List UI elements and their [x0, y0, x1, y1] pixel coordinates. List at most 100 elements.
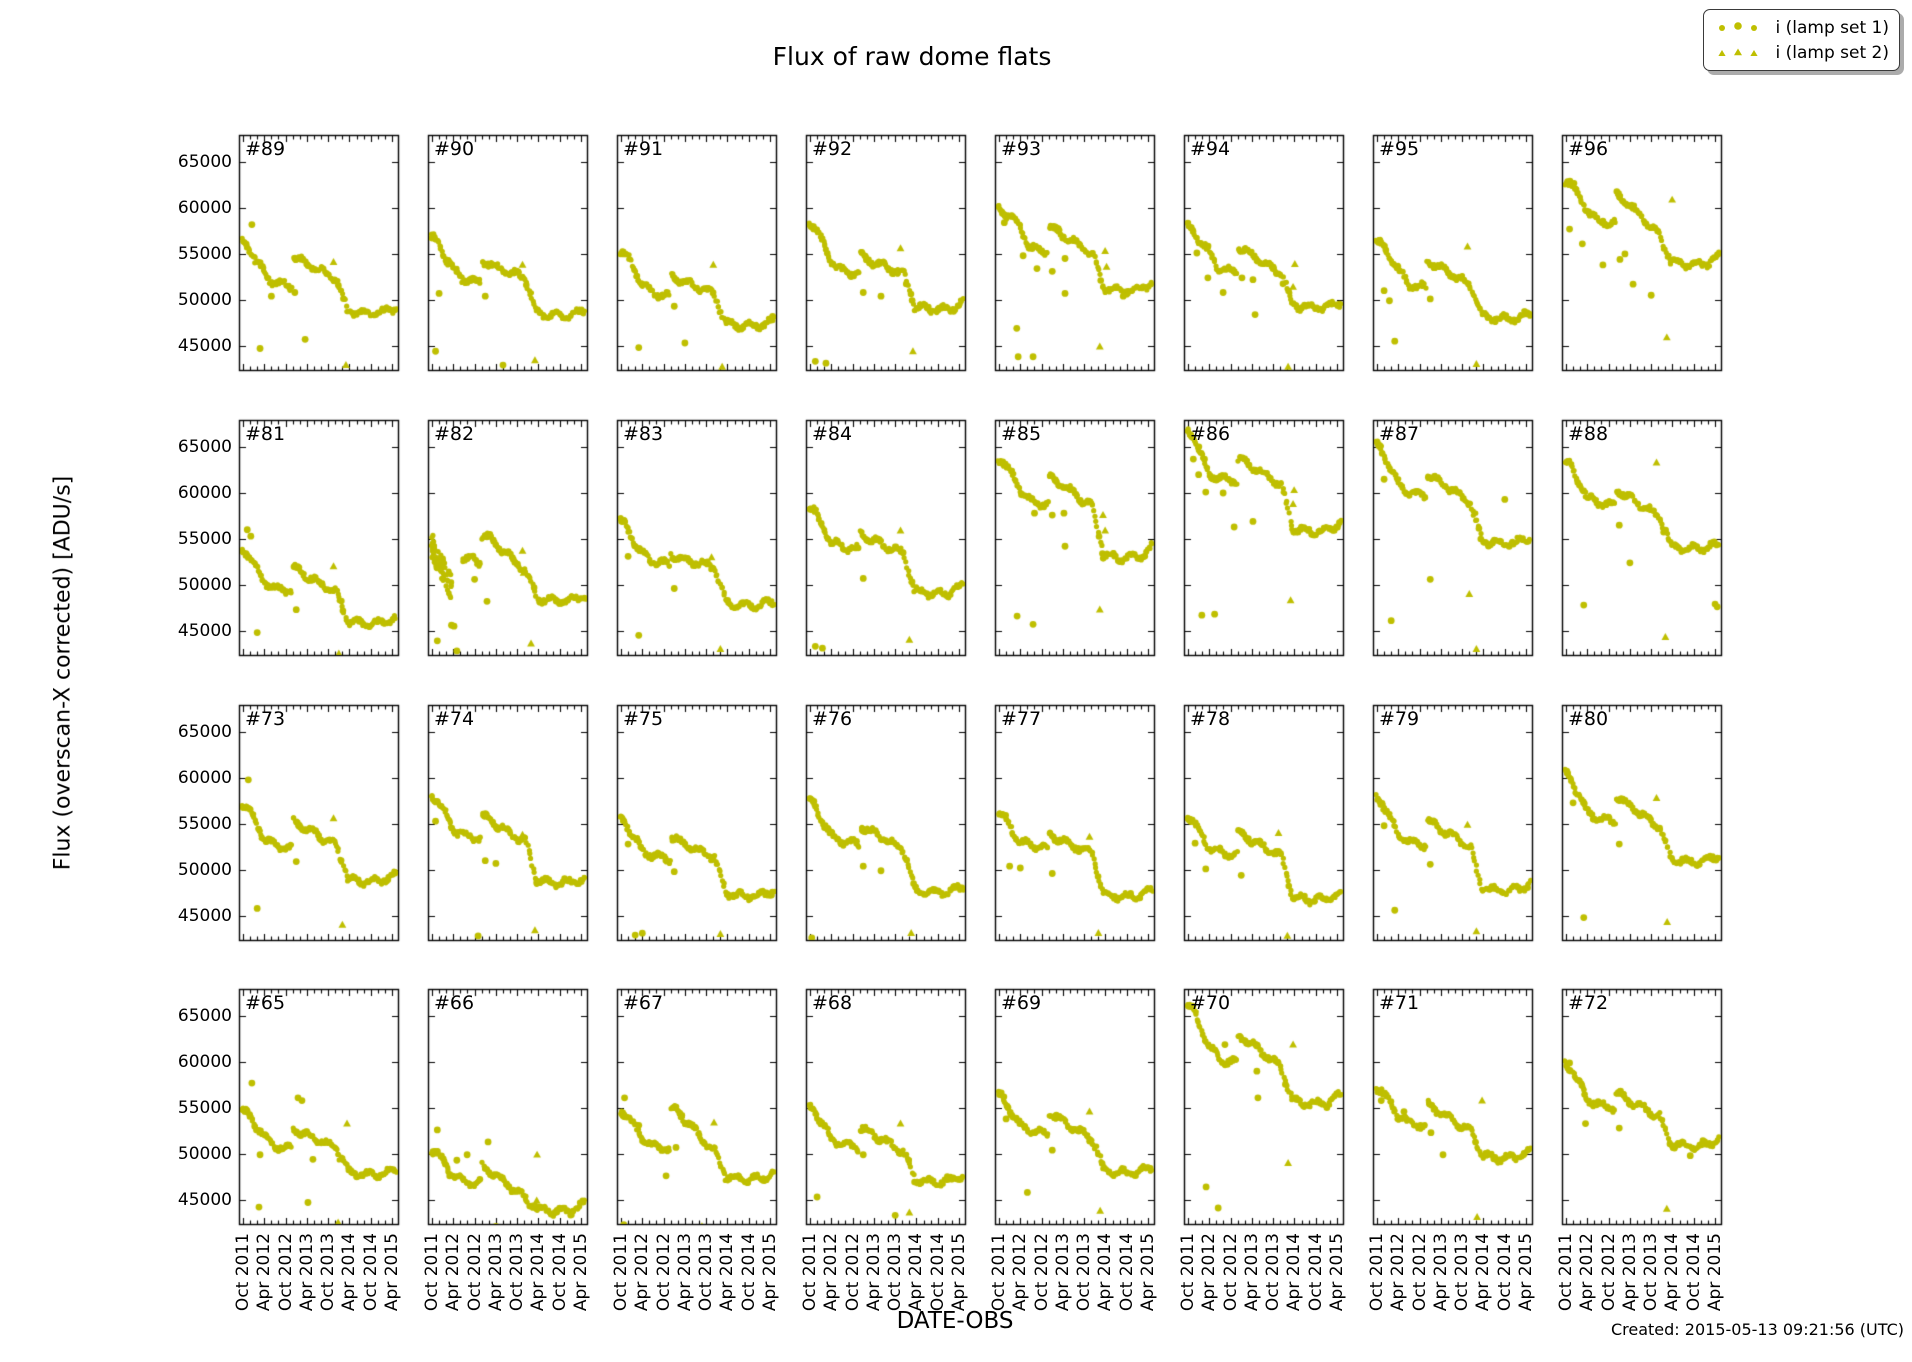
y-tick-label: 50000	[177, 1143, 232, 1164]
x-tick-label: Oct 2011	[422, 1233, 442, 1312]
panel-label-89: #89	[245, 138, 286, 160]
panel-label-86: #86	[1190, 423, 1231, 445]
x-tick-label: Oct 2013	[1074, 1233, 1095, 1312]
x-tick-label: Apr 2013	[485, 1233, 506, 1312]
panel-label-81: #81	[245, 423, 286, 445]
y-tick-label: 55000	[177, 1097, 232, 1118]
y-tick-label: 60000	[177, 768, 232, 788]
panel-label-71: #71	[1379, 992, 1420, 1014]
x-tick-label: Apr 2014	[1284, 1233, 1305, 1312]
panel-label-69: #69	[1001, 992, 1042, 1014]
panel-label-90: #90	[434, 138, 475, 160]
x-tick-label: Apr 2014	[717, 1233, 738, 1312]
legend-entry-lamp-set-2: i (lamp set 2)	[1712, 40, 1890, 65]
x-tick-label: Oct 2013	[1452, 1233, 1473, 1312]
panel-label-84: #84	[812, 423, 853, 445]
created-timestamp: Created: 2015-05-13 09:21:56 (UTC)	[1610, 1320, 1904, 1339]
panel-label-79: #79	[1379, 708, 1420, 730]
y-tick-label: 50000	[177, 574, 232, 595]
x-tick-label: Apr 2014	[339, 1233, 360, 1312]
x-tick-label: Oct 2012	[1409, 1233, 1430, 1312]
panel-label-76: #76	[812, 708, 853, 730]
x-tick-label: Oct 2012	[1598, 1233, 1619, 1312]
x-tick-label: Apr 2013	[1241, 1233, 1262, 1312]
y-tick-label: 55000	[177, 528, 232, 549]
panel-label-67: #67	[623, 992, 664, 1014]
panel-label-80: #80	[1568, 708, 1609, 730]
x-tick-label: Apr 2015	[949, 1233, 970, 1312]
y-tick-label: 65000	[177, 437, 232, 458]
x-tick-label: Oct 2014	[360, 1233, 381, 1312]
x-tick-label: Oct 2014	[1305, 1233, 1326, 1312]
y-tick-label: 60000	[177, 483, 232, 503]
x-tick-label: Apr 2013	[1619, 1233, 1640, 1312]
x-tick-label: Apr 2014	[1473, 1233, 1494, 1312]
x-tick-label: Apr 2014	[528, 1233, 549, 1312]
x-tick-label: Apr 2013	[863, 1233, 884, 1312]
panel-label-95: #95	[1379, 138, 1420, 160]
y-tick-label: 50000	[177, 859, 232, 880]
panel-label-78: #78	[1190, 708, 1231, 730]
x-tick-label: Apr 2014	[906, 1233, 927, 1312]
x-tick-label: Oct 2014	[738, 1233, 759, 1312]
x-tick-label: Oct 2012	[842, 1233, 863, 1312]
x-tick-label: Apr 2012	[1010, 1233, 1031, 1312]
x-axis-label: DATE-OBS	[896, 1308, 1014, 1334]
y-tick-label: 65000	[177, 1006, 232, 1027]
legend-label: i (lamp set 2)	[1775, 42, 1890, 63]
panel-label-72: #72	[1568, 992, 1609, 1014]
x-tick-label: Oct 2011	[1556, 1233, 1576, 1312]
y-tick-label: 65000	[177, 722, 232, 743]
x-tick-label: Oct 2013	[885, 1233, 906, 1312]
x-tick-label: Apr 2013	[296, 1233, 317, 1312]
x-tick-label: Oct 2011	[611, 1233, 631, 1312]
x-tick-label: Apr 2014	[1662, 1233, 1683, 1312]
y-tick-label: 45000	[177, 335, 232, 356]
x-tick-label: Apr 2015	[1138, 1233, 1159, 1312]
x-tick-label: Apr 2012	[821, 1233, 842, 1312]
panel-label-92: #92	[812, 138, 853, 160]
y-tick-label: 50000	[177, 289, 232, 310]
x-tick-label: Apr 2014	[1095, 1233, 1116, 1312]
panel-label-68: #68	[812, 992, 853, 1014]
figure-title: Flux of raw dome flats	[772, 42, 1052, 71]
y-tick-label: 45000	[177, 1189, 232, 1210]
x-tick-label: Oct 2013	[318, 1233, 339, 1312]
x-tick-label: Oct 2013	[1263, 1233, 1284, 1312]
x-tick-label: Apr 2012	[1577, 1233, 1598, 1312]
x-tick-label: Apr 2013	[1430, 1233, 1451, 1312]
x-tick-label: Apr 2015	[1327, 1233, 1348, 1312]
x-tick-label: Oct 2013	[507, 1233, 528, 1312]
panel-label-74: #74	[434, 708, 475, 730]
panel-label-93: #93	[1001, 138, 1042, 160]
x-tick-label: Oct 2012	[464, 1233, 485, 1312]
x-tick-label: Oct 2014	[927, 1233, 948, 1312]
triangle-markers-icon	[1717, 48, 1758, 56]
x-tick-label: Oct 2014	[549, 1233, 570, 1312]
y-axis-label: Flux (overscan-X corrected) [ADU/s]	[50, 475, 76, 871]
panel-label-94: #94	[1190, 138, 1231, 160]
x-tick-label: Apr 2012	[443, 1233, 464, 1312]
y-tick-label: 55000	[177, 243, 232, 264]
y-tick-label: 60000	[177, 1052, 232, 1072]
x-tick-label: Apr 2013	[674, 1233, 695, 1312]
panel-label-83: #83	[623, 423, 664, 445]
x-tick-label: Apr 2013	[1052, 1233, 1073, 1312]
x-tick-label: Apr 2012	[1199, 1233, 1220, 1312]
legend-label: i (lamp set 1)	[1775, 17, 1890, 38]
x-tick-label: Apr 2015	[1705, 1233, 1726, 1312]
panel-label-91: #91	[623, 138, 664, 160]
x-tick-label: Oct 2012	[1220, 1233, 1241, 1312]
x-tick-label: Oct 2013	[696, 1233, 717, 1312]
panel-label-88: #88	[1568, 423, 1609, 445]
x-tick-label: Oct 2012	[653, 1233, 674, 1312]
y-tick-label: 45000	[177, 905, 232, 926]
circle-markers-icon	[1718, 21, 1757, 31]
panel-label-82: #82	[434, 423, 475, 445]
x-tick-label: Apr 2012	[1388, 1233, 1409, 1312]
panel-label-73: #73	[245, 708, 286, 730]
y-tick-label: 65000	[177, 152, 232, 173]
panel-label-75: #75	[623, 708, 664, 730]
